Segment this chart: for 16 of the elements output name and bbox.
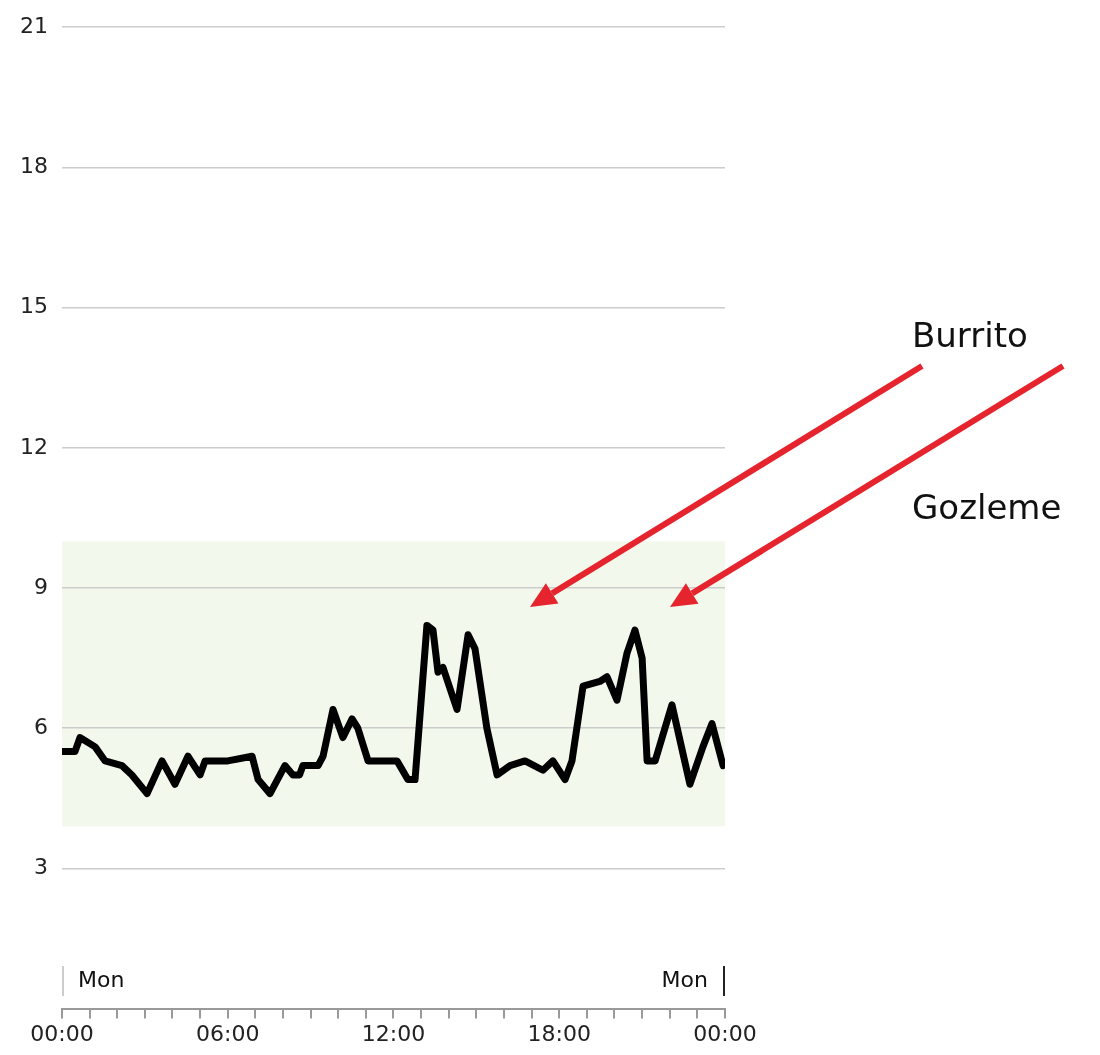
- x-tick-label: 06:00: [196, 1020, 260, 1046]
- annotation: Mon: [661, 966, 708, 992]
- y-tick-label: 6: [33, 713, 48, 739]
- text: Burrito: [912, 314, 1028, 355]
- y-tick-label: 15: [19, 293, 48, 319]
- annotation: Mon: [78, 966, 125, 992]
- text: Gozleme: [912, 486, 1062, 527]
- x-tick-label: 00:00: [693, 1020, 757, 1046]
- y-tick-label: 9: [33, 573, 48, 599]
- y-tick-label: 18: [19, 153, 48, 179]
- y-tick-label: 3: [33, 854, 48, 880]
- x-tick-label: 00:00: [30, 1020, 94, 1046]
- y-tick-label: 21: [19, 12, 48, 38]
- x-tick-label: 18:00: [527, 1020, 591, 1046]
- y-tick-label: 12: [19, 433, 48, 459]
- x-tick-label: 12:00: [361, 1020, 426, 1046]
